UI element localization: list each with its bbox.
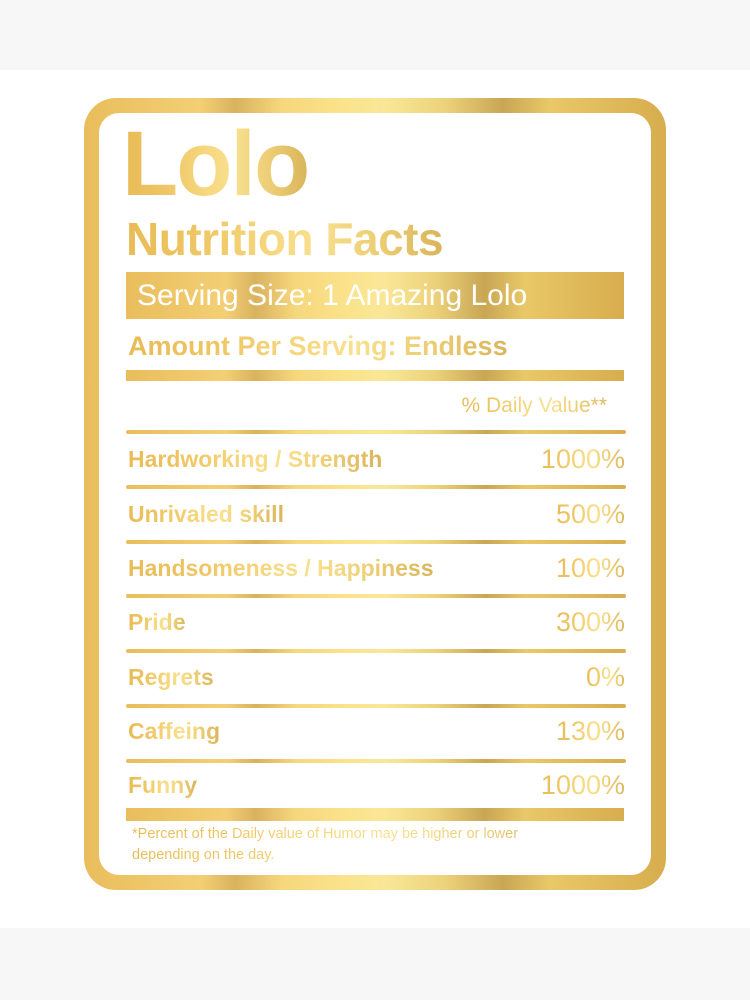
footnote: *Percent of the Daily value of Humor may… bbox=[132, 824, 562, 866]
top-background-band bbox=[0, 0, 750, 70]
daily-value-header: % Daily Value** bbox=[461, 392, 607, 420]
nutrient-label: Unrivaled skill bbox=[128, 501, 284, 527]
nutrient-value: 130% bbox=[555, 716, 625, 746]
row-divider bbox=[126, 594, 626, 598]
row-divider bbox=[126, 430, 626, 434]
nutrient-value: 1000% bbox=[540, 444, 625, 474]
nutrient-label: Pride bbox=[128, 609, 186, 635]
row-divider bbox=[126, 540, 626, 544]
nutrient-value: 300% bbox=[555, 607, 625, 637]
amount-per-serving: Amount Per Serving: Endless bbox=[128, 331, 508, 361]
label-panel bbox=[99, 113, 651, 875]
nutrient-label: Funny bbox=[128, 772, 197, 798]
nutrient-label: Handsomeness / Happiness bbox=[128, 555, 434, 581]
row-divider bbox=[126, 485, 626, 489]
nutrient-value: 1000% bbox=[540, 770, 625, 800]
nutrient-value: 0% bbox=[585, 662, 625, 692]
row-divider bbox=[126, 759, 626, 763]
label-title: Lolo bbox=[122, 113, 310, 215]
nutrient-label: Hardworking / Strength bbox=[128, 446, 383, 472]
serving-size-text: Serving Size: 1 Amazing Lolo bbox=[137, 279, 528, 312]
nutrient-value: 500% bbox=[555, 499, 625, 529]
nutrient-label: Regrets bbox=[128, 664, 214, 690]
row-divider bbox=[126, 649, 626, 653]
nutrient-value: 100% bbox=[555, 553, 625, 583]
thick-divider bbox=[126, 370, 624, 381]
serving-size-bar bbox=[126, 272, 624, 319]
nutrient-label: Caffeing bbox=[128, 718, 220, 744]
bottom-background-band bbox=[0, 928, 750, 1000]
label-subtitle: Nutrition Facts bbox=[126, 213, 444, 265]
bottom-divider bbox=[126, 808, 624, 821]
row-divider bbox=[126, 704, 626, 708]
